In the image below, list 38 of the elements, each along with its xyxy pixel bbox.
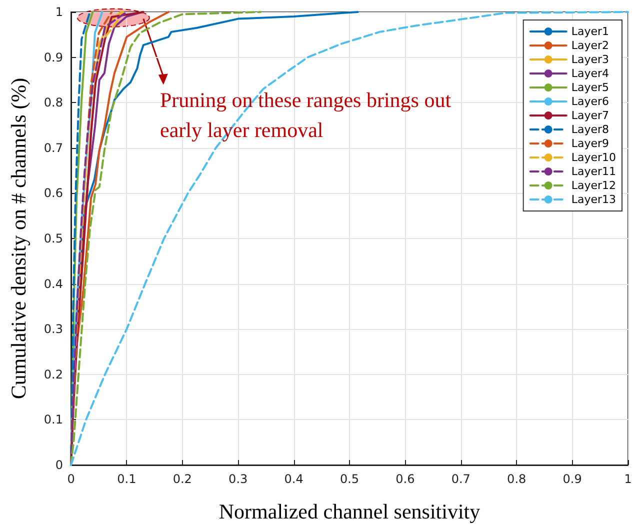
- annotation: Pruning on these ranges brings out early layer removal: [160, 87, 452, 144]
- y-tick-label: 0.3: [44, 322, 63, 336]
- y-tick-label: 0.5: [44, 232, 63, 246]
- legend-label: Layer7: [571, 109, 610, 122]
- y-tick-label: 0: [55, 458, 63, 472]
- legend-label: Layer11: [571, 165, 616, 178]
- legend-label: Layer5: [571, 81, 610, 94]
- y-tick-label: 0.6: [44, 186, 63, 200]
- y-tick-label: 0.8: [44, 96, 63, 110]
- x-tick-label: 0.9: [562, 472, 582, 486]
- y-tick-label: 0.1: [44, 412, 63, 427]
- legend-label: Layer4: [571, 67, 610, 80]
- legend-label: Layer13: [571, 193, 616, 206]
- legend-label: Layer1: [571, 25, 610, 38]
- x-tick-label: 0.2: [172, 472, 192, 486]
- y-tick-label: 0.9: [44, 50, 63, 64]
- legend-label: Layer9: [571, 137, 610, 150]
- x-tick-label: 0.5: [340, 472, 360, 486]
- y-axis-title: Cumulative density on # channels (%): [6, 78, 30, 400]
- legend-label: Layer2: [571, 39, 610, 52]
- x-tick-label: 1: [624, 472, 632, 486]
- y-tick-label: 0.2: [44, 367, 63, 382]
- x-tick-label: 0.3: [228, 472, 248, 486]
- legend-label: Layer12: [571, 179, 616, 192]
- y-tick-label: 0.7: [44, 140, 63, 155]
- legend-label: Layer8: [571, 123, 610, 136]
- legend-label: Layer6: [571, 95, 610, 108]
- y-tick-label: 1: [55, 5, 63, 19]
- x-tick-label: 0.4: [284, 472, 304, 486]
- legend-label: Layer3: [571, 53, 610, 66]
- x-axis-title: Normalized channel sensitivity: [218, 500, 481, 524]
- x-tick-label: 0.7: [451, 472, 470, 486]
- x-tick-label: 0: [67, 472, 75, 486]
- legend-label: Layer10: [571, 151, 616, 164]
- x-tick-label: 0.8: [507, 472, 526, 486]
- x-tick-label: 0.1: [117, 472, 136, 486]
- x-tick-label: 0.6: [396, 472, 415, 486]
- y-tick-label: 0.4: [44, 276, 63, 291]
